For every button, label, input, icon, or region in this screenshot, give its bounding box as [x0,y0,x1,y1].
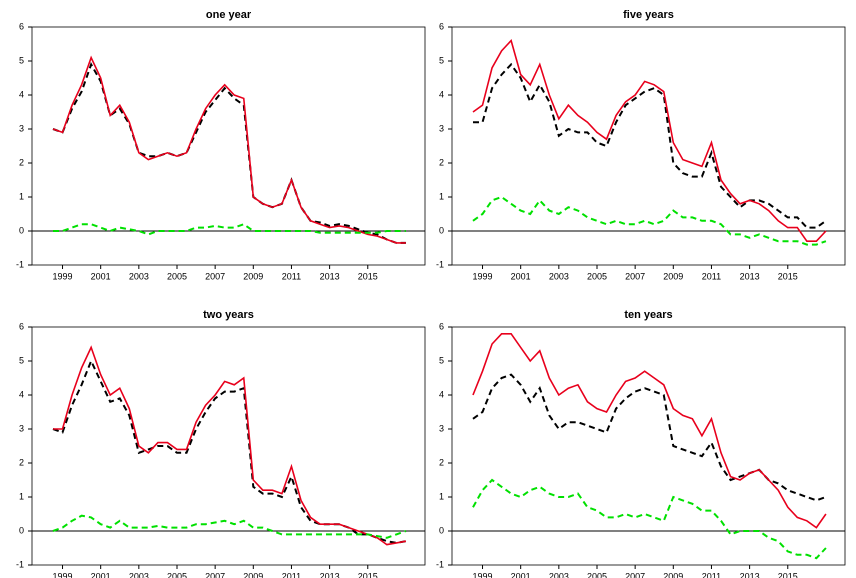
x-tick-label: 2001 [91,571,111,578]
y-tick-label: 5 [19,355,24,365]
y-tick-label: 2 [19,157,24,167]
x-tick-label: 2003 [549,571,569,578]
panel-title: five years [623,9,674,21]
y-tick-label: 6 [19,321,24,331]
x-tick-label: 2005 [587,271,607,281]
series-line [472,39,827,242]
x-tick-label: 2005 [167,271,187,281]
y-tick-label: 5 [439,355,444,365]
y-tick-label: 3 [439,123,444,133]
x-tick-label: 2007 [625,571,645,578]
y-tick-label: 6 [439,21,444,31]
x-tick-label: 2009 [663,571,683,578]
y-tick-label: 1 [439,491,444,501]
panel-title: two years [203,309,254,321]
plot-frame [31,326,426,566]
x-tick-label: 2003 [129,271,149,281]
series-line [472,373,827,502]
series-line [472,195,827,246]
y-tick-label: -1 [16,559,24,569]
panel-title: ten years [624,309,672,321]
x-tick-label: 2011 [282,571,301,578]
y-tick-label: 4 [19,89,24,99]
y-tick-label: 4 [439,89,444,99]
y-tick-label: 1 [19,191,24,201]
y-tick-label: -1 [16,259,24,269]
y-tick-label: 6 [19,21,24,31]
x-tick-label: 2011 [282,271,301,281]
x-tick-label: 2015 [358,571,378,578]
y-tick-label: 0 [19,225,24,235]
y-tick-label: 4 [439,389,444,399]
x-tick-label: 2001 [511,271,531,281]
x-tick-label: 2011 [702,571,721,578]
y-tick-label: 6 [439,321,444,331]
series-line [472,478,827,560]
y-tick-label: 2 [439,157,444,167]
plot-frame [451,326,846,566]
series-line [52,223,406,236]
y-tick-label: 3 [19,423,24,433]
y-tick-label: 2 [19,457,24,467]
x-tick-label: 2003 [549,271,569,281]
x-tick-label: 1999 [53,271,73,281]
x-tick-label: 2013 [740,571,760,578]
y-tick-label: 5 [439,55,444,65]
x-tick-label: 2007 [625,271,645,281]
y-tick-label: 3 [19,123,24,133]
series-line [52,61,406,244]
x-tick-label: 2001 [91,271,111,281]
plot-frame [451,26,846,266]
x-tick-label: 2015 [358,271,378,281]
x-tick-label: 2013 [740,271,760,281]
x-tick-label: 2015 [778,271,798,281]
series-line [52,345,407,546]
x-tick-label: 2005 [587,571,607,578]
x-tick-label: 2007 [205,571,225,578]
y-tick-label: 5 [19,55,24,65]
y-tick-label: 2 [439,457,444,467]
x-tick-label: 2013 [320,571,340,578]
x-tick-label: 2013 [320,271,340,281]
y-tick-label: 1 [439,191,444,201]
y-tick-label: 4 [19,389,24,399]
x-tick-label: 2009 [663,271,683,281]
x-tick-label: 2007 [205,271,225,281]
x-tick-label: 2003 [129,571,149,578]
y-tick-label: -1 [436,259,444,269]
series-line [472,333,827,529]
series-line [52,514,407,539]
series-line [52,358,407,544]
x-tick-label: 2009 [243,571,263,578]
x-tick-label: 1999 [473,271,493,281]
x-tick-label: 2015 [778,571,798,578]
x-tick-label: 2011 [702,271,721,281]
plot-frame [31,26,426,266]
y-tick-label: 0 [439,225,444,235]
panel-title: one year [206,9,252,21]
x-tick-label: 2005 [167,571,187,578]
x-tick-label: 1999 [53,571,73,578]
y-tick-label: -1 [436,559,444,569]
y-tick-label: 3 [439,423,444,433]
x-tick-label: 2001 [511,571,531,578]
series-line [52,55,406,244]
y-tick-label: 1 [19,491,24,501]
series-line [472,62,827,229]
y-tick-label: 0 [19,525,24,535]
x-tick-label: 1999 [473,571,493,578]
x-tick-label: 2009 [243,271,263,281]
y-tick-label: 0 [439,525,444,535]
